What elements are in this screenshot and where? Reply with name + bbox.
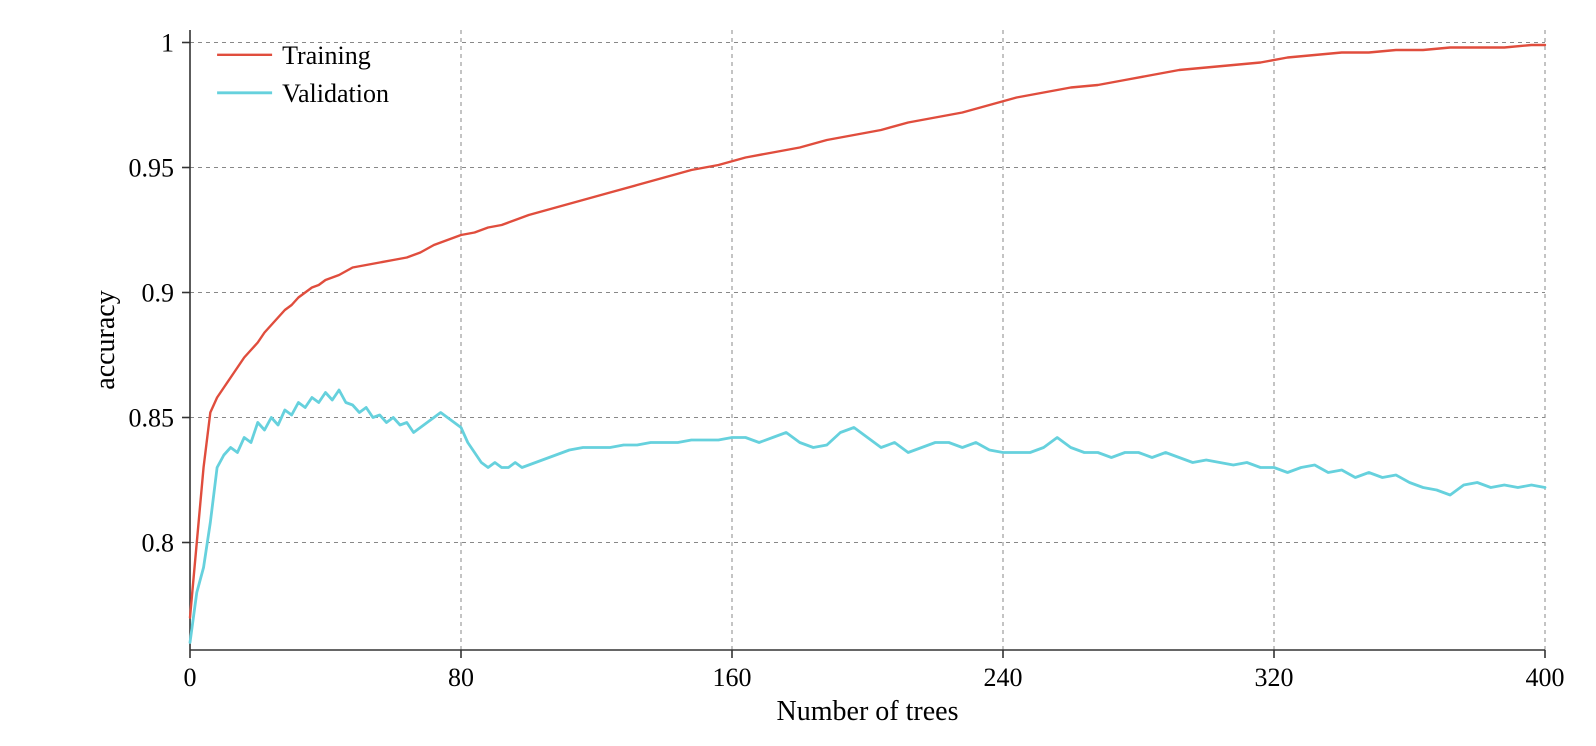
y-tick-label: 0.8 xyxy=(142,529,175,558)
x-tick-label: 400 xyxy=(1526,663,1565,692)
chart-background xyxy=(0,0,1596,746)
x-tick-label: 240 xyxy=(984,663,1023,692)
y-tick-label: 0.85 xyxy=(129,404,175,433)
chart-svg: 0 80 160 240 320 400 0.8 0.85 0.9 0.95 1 Number of … xyxy=(0,0,1596,746)
x-tick-label: 160 xyxy=(713,663,752,692)
y-tick-label: 0.95 xyxy=(129,154,175,183)
x-tick-label: 80 xyxy=(448,663,474,692)
legend-label: Training xyxy=(282,41,371,70)
accuracy-vs-trees-chart: 0 80 160 240 320 400 0.8 0.85 0.9 0.95 1 Number of … xyxy=(0,0,1596,746)
y-tick-label: 1 xyxy=(161,29,174,58)
y-tick-label: 0.9 xyxy=(142,279,175,308)
x-axis-label: Number of trees xyxy=(777,696,959,727)
legend-label: Validation xyxy=(282,79,389,108)
y-axis-label: accuracy xyxy=(90,290,121,389)
x-tick-label: 320 xyxy=(1255,663,1294,692)
x-tick-label: 0 xyxy=(184,663,197,692)
